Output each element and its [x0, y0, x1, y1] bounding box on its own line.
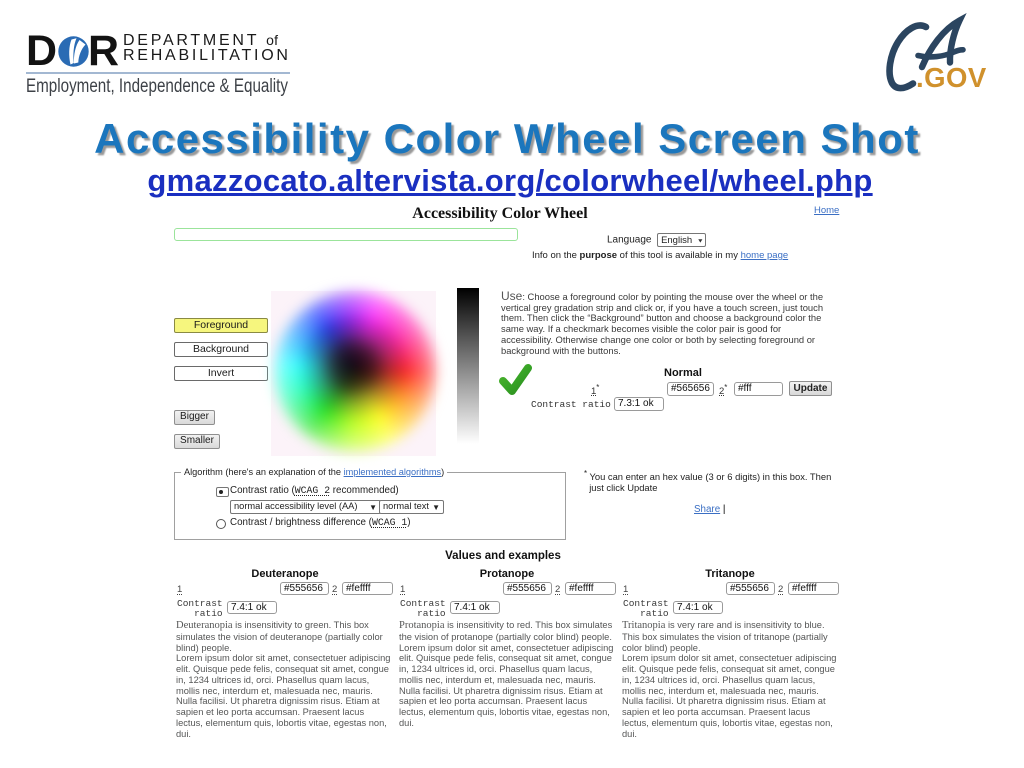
svg-text:.GOV: .GOV [916, 62, 987, 93]
